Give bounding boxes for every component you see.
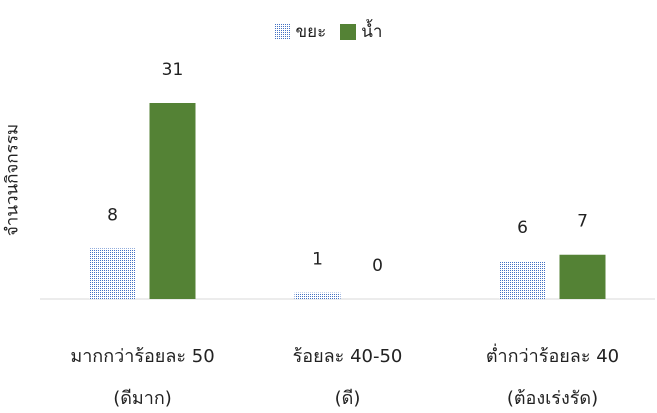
legend-label-water: น้ำ [361, 22, 383, 42]
legend-label-waste: ขยะ [295, 22, 327, 42]
x-tick-sublabel-1: (ดี) [335, 388, 361, 409]
data-label-water-2: 7 [577, 212, 588, 232]
bar-waste-0 [89, 248, 136, 299]
data-label-water-0: 31 [162, 60, 184, 80]
legend-swatch-water [340, 23, 357, 40]
bar-waste-1 [294, 292, 341, 299]
bar-waste-2 [499, 261, 546, 299]
legend-item-water: น้ำ [340, 18, 382, 45]
data-label-waste-1: 1 [312, 250, 323, 270]
legend: ขยะ น้ำ [0, 18, 657, 45]
x-tick-label-2: ต่ำกว่าร้อยละ 40 [486, 343, 619, 367]
legend-item-waste: ขยะ [274, 18, 327, 45]
data-label-waste-2: 6 [517, 218, 528, 238]
data-label-waste-0: 8 [107, 205, 118, 225]
x-tick-sublabel-2: (ต้องเร่งรัด) [507, 388, 598, 409]
x-tick-label-1: ร้อยละ 40-50 [293, 346, 403, 367]
x-tick-sublabel-0: (ดีมาก) [113, 388, 172, 409]
data-label-water-1: 0 [372, 256, 383, 276]
x-tick-label-0: มากกว่าร้อยละ 50 [70, 346, 214, 367]
bar-water-2 [559, 254, 606, 299]
bar-water-0 [149, 103, 196, 299]
legend-swatch-waste [274, 23, 291, 40]
